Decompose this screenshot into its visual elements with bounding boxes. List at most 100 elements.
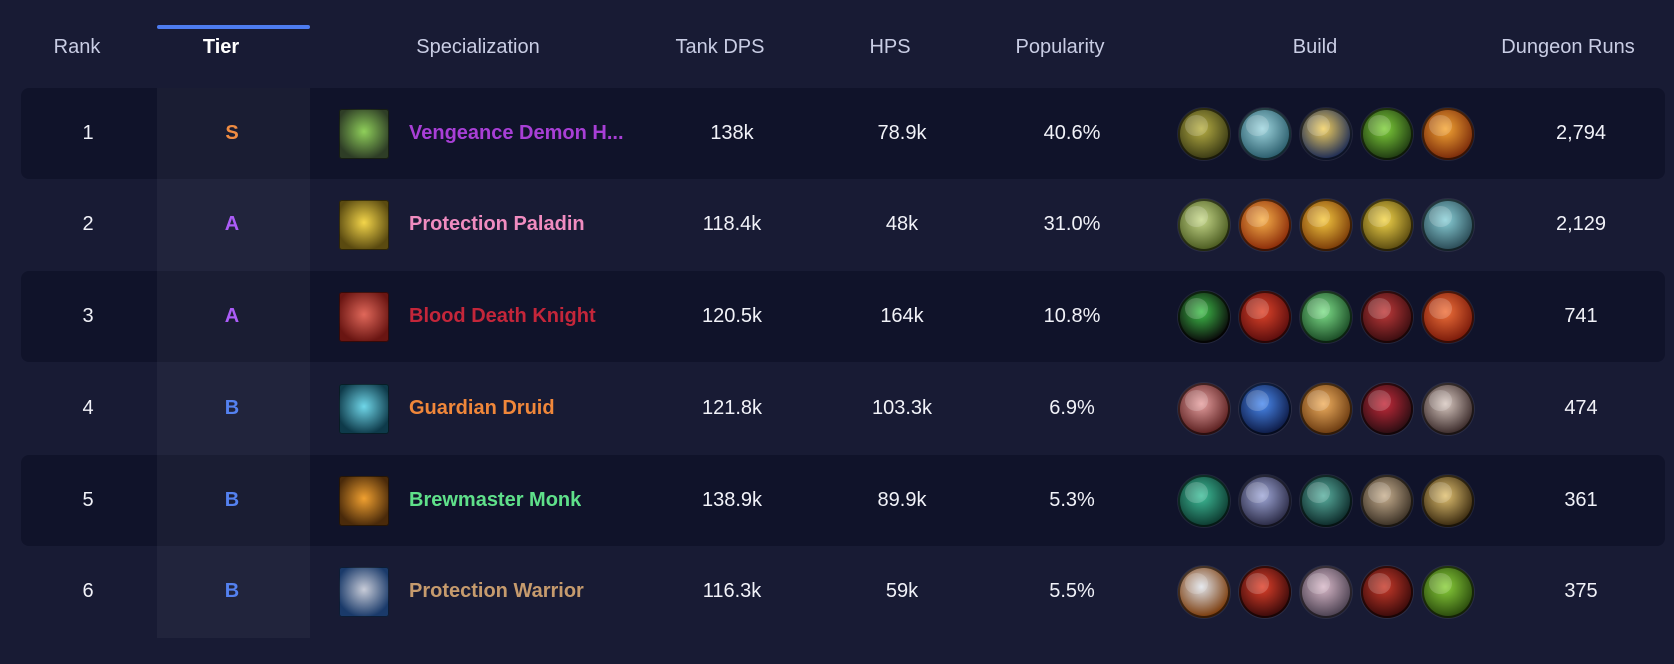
stone-mask-talent-icon[interactable] — [1361, 474, 1413, 527]
hps-cell: 103.3k — [871, 397, 933, 419]
spec-cell[interactable]: Blood Death Knight — [339, 271, 596, 362]
spec-cell[interactable]: Protection Warrior — [339, 546, 584, 637]
hps-cell: 78.9k — [877, 122, 927, 144]
spec-name[interactable]: Guardian Druid — [409, 397, 555, 419]
fire-ring-talent-icon[interactable] — [1239, 565, 1291, 618]
golden-helm-talent-icon[interactable] — [1361, 198, 1413, 251]
demon-face-talent-icon[interactable] — [1178, 107, 1230, 160]
header-hps[interactable]: HPS — [869, 36, 911, 58]
dungeon-runs-cell: 2,794 — [1555, 122, 1607, 144]
lion-face-talent-icon[interactable] — [1178, 198, 1230, 251]
rank-cell: 6 — [82, 580, 94, 602]
build-cell — [1178, 546, 1483, 637]
fel-flame-talent-icon[interactable] — [1361, 107, 1413, 160]
tier-cell: S — [225, 122, 239, 144]
blood-death-knight-icon — [339, 291, 389, 342]
tank-dps-cell: 118.4k — [702, 213, 762, 235]
header-tier[interactable]: Tier — [202, 36, 240, 58]
spec-cell[interactable]: Protection Paladin — [339, 179, 585, 270]
monk-stance-talent-icon[interactable] — [1239, 474, 1291, 527]
tier-cell: B — [224, 580, 240, 602]
spec-name[interactable]: Blood Death Knight — [409, 305, 596, 327]
dungeon-runs-cell: 741 — [1564, 305, 1598, 327]
hps-cell: 89.9k — [877, 489, 927, 511]
tier-cell: B — [224, 489, 240, 511]
table-row[interactable]: 6 B Protection Warrior 116.3k 59k 5.5% 3… — [21, 546, 1665, 637]
tank-dps-cell: 116.3k — [702, 580, 762, 602]
jade-spirit-talent-icon[interactable] — [1300, 474, 1352, 527]
protection-warrior-icon — [339, 566, 389, 617]
spec-name[interactable]: Protection Paladin — [409, 213, 585, 235]
vengeance-demon-hunter-icon — [339, 108, 389, 159]
tank-dps-cell: 120.5k — [701, 305, 763, 327]
spec-cell[interactable]: Guardian Druid — [339, 363, 555, 454]
header-specialization[interactable]: Specialization — [416, 36, 540, 58]
jade-vortex-talent-icon[interactable] — [1178, 474, 1230, 527]
claw-rake-talent-icon[interactable] — [1178, 382, 1230, 435]
rank-cell: 2 — [82, 213, 94, 235]
silver-shield-talent-icon[interactable] — [1178, 565, 1230, 618]
header-rank[interactable]: Rank — [53, 36, 101, 58]
void-portal-talent-icon[interactable] — [1178, 290, 1230, 343]
spec-name[interactable]: Brewmaster Monk — [409, 489, 582, 511]
header-dungeon-runs[interactable]: Dungeon Runs — [1501, 36, 1635, 58]
demon-rage-talent-icon[interactable] — [1361, 565, 1413, 618]
dungeon-runs-cell: 361 — [1564, 489, 1598, 511]
holy-crowd-talent-icon[interactable] — [1300, 198, 1352, 251]
arcane-shield-talent-icon[interactable] — [1422, 198, 1474, 251]
brewmaster-monk-icon — [339, 475, 389, 526]
red-panther-talent-icon[interactable] — [1361, 382, 1413, 435]
table-row[interactable]: 2 A Protection Paladin 118.4k 48k 31.0% … — [21, 179, 1665, 270]
table-row[interactable]: 3 A Blood Death Knight 120.5k 164k 10.8%… — [21, 271, 1665, 362]
table-header: Rank Tier Specialization Tank DPS HPS Po… — [0, 0, 1674, 88]
guardian-druid-icon — [339, 383, 389, 434]
active-sort-indicator — [157, 25, 310, 29]
light-burst-talent-icon[interactable] — [1300, 107, 1352, 160]
protection-paladin-icon — [339, 199, 389, 250]
popularity-cell: 5.5% — [1049, 580, 1095, 602]
spec-name[interactable]: Protection Warrior — [409, 580, 584, 602]
table-row[interactable]: 5 B Brewmaster Monk 138.9k 89.9k 5.3% 36… — [21, 455, 1665, 546]
blood-strike-talent-icon[interactable] — [1361, 290, 1413, 343]
header-popularity[interactable]: Popularity — [1015, 36, 1105, 58]
rank-cell: 4 — [82, 397, 94, 419]
build-cell — [1178, 363, 1483, 454]
blue-swirl-talent-icon[interactable] — [1239, 382, 1291, 435]
rank-cell: 3 — [82, 305, 94, 327]
spec-name[interactable]: Vengeance Demon H... — [409, 122, 624, 144]
spec-cell[interactable]: Brewmaster Monk — [339, 455, 581, 546]
popularity-cell: 40.6% — [1043, 122, 1101, 144]
dungeon-runs-cell: 474 — [1564, 397, 1598, 419]
golden-orb-talent-icon[interactable] — [1300, 382, 1352, 435]
holy-pillar-talent-icon[interactable] — [1239, 198, 1291, 251]
hps-cell: 164k — [880, 305, 924, 327]
battle-cry-talent-icon[interactable] — [1300, 565, 1352, 618]
tank-dps-cell: 121.8k — [701, 397, 763, 419]
hps-cell: 59k — [885, 580, 919, 602]
popularity-cell: 10.8% — [1043, 305, 1101, 327]
green-skull-talent-icon[interactable] — [1300, 290, 1352, 343]
fire-spirit-talent-icon[interactable] — [1422, 107, 1474, 160]
dungeon-runs-cell: 375 — [1564, 580, 1598, 602]
red-skull-talent-icon[interactable] — [1239, 290, 1291, 343]
orc-face-talent-icon[interactable] — [1422, 565, 1474, 618]
brew-master-talent-icon[interactable] — [1422, 474, 1474, 527]
header-build[interactable]: Build — [1292, 36, 1338, 58]
build-cell — [1178, 88, 1483, 179]
tank-dps-cell: 138k — [710, 122, 754, 144]
tank-dps-cell: 138.9k — [701, 489, 763, 511]
skull-talent-icon[interactable] — [1239, 107, 1291, 160]
build-cell — [1178, 455, 1483, 546]
header-tank-dps[interactable]: Tank DPS — [675, 36, 765, 58]
popularity-cell: 5.3% — [1049, 489, 1095, 511]
table-row[interactable]: 4 B Guardian Druid 121.8k 103.3k 6.9% 47… — [21, 363, 1665, 454]
table-row[interactable]: 1 S Vengeance Demon H... 138k 78.9k 40.6… — [21, 88, 1665, 179]
spec-cell[interactable]: Vengeance Demon H... — [339, 88, 624, 179]
rank-cell: 5 — [82, 489, 94, 511]
build-cell — [1178, 179, 1483, 270]
grey-claw-talent-icon[interactable] — [1422, 382, 1474, 435]
rank-cell: 1 — [82, 122, 94, 144]
blood-heart-talent-icon[interactable] — [1422, 290, 1474, 343]
dungeon-runs-cell: 2,129 — [1555, 213, 1607, 235]
